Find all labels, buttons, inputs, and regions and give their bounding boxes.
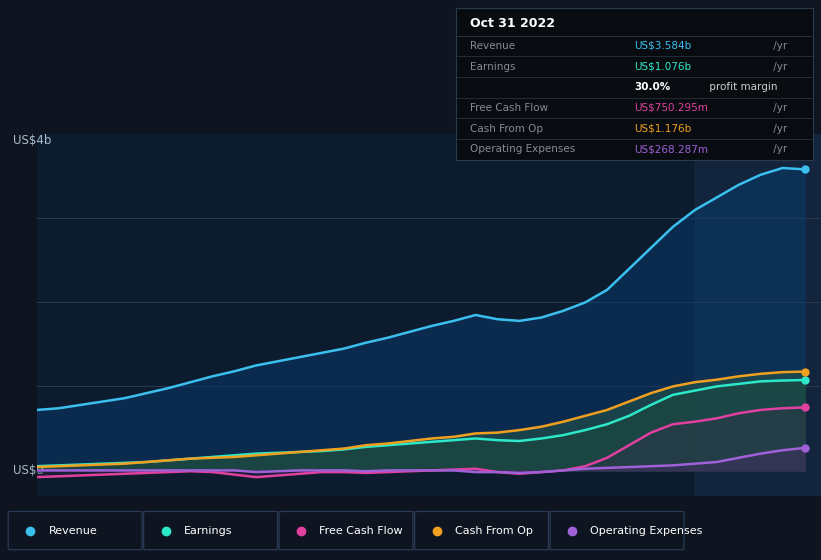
Text: US$4b: US$4b (13, 134, 52, 147)
Text: /yr: /yr (770, 62, 787, 72)
Text: profit margin: profit margin (706, 82, 777, 92)
Text: /yr: /yr (770, 124, 787, 134)
Text: US$750.295m: US$750.295m (635, 103, 708, 113)
Text: US$1.176b: US$1.176b (635, 124, 691, 134)
Text: US$268.287m: US$268.287m (635, 144, 709, 154)
Text: US$1.076b: US$1.076b (635, 62, 691, 72)
Text: Revenue: Revenue (470, 41, 515, 51)
Text: Revenue: Revenue (48, 526, 97, 535)
Bar (695, 134, 821, 496)
Text: Free Cash Flow: Free Cash Flow (319, 526, 403, 535)
Text: /yr: /yr (770, 103, 787, 113)
Text: /yr: /yr (770, 41, 787, 51)
Text: Earnings: Earnings (470, 62, 516, 72)
Text: US$0: US$0 (13, 464, 44, 477)
Text: Oct 31 2022: Oct 31 2022 (470, 17, 555, 30)
Text: Operating Expenses: Operating Expenses (590, 526, 703, 535)
Text: Operating Expenses: Operating Expenses (470, 144, 576, 154)
Text: /yr: /yr (770, 144, 787, 154)
Text: US$3.584b: US$3.584b (635, 41, 691, 51)
Text: Cash From Op: Cash From Op (470, 124, 543, 134)
Text: Cash From Op: Cash From Op (455, 526, 533, 535)
Text: Free Cash Flow: Free Cash Flow (470, 103, 548, 113)
Text: Earnings: Earnings (184, 526, 232, 535)
Text: 30.0%: 30.0% (635, 82, 671, 92)
